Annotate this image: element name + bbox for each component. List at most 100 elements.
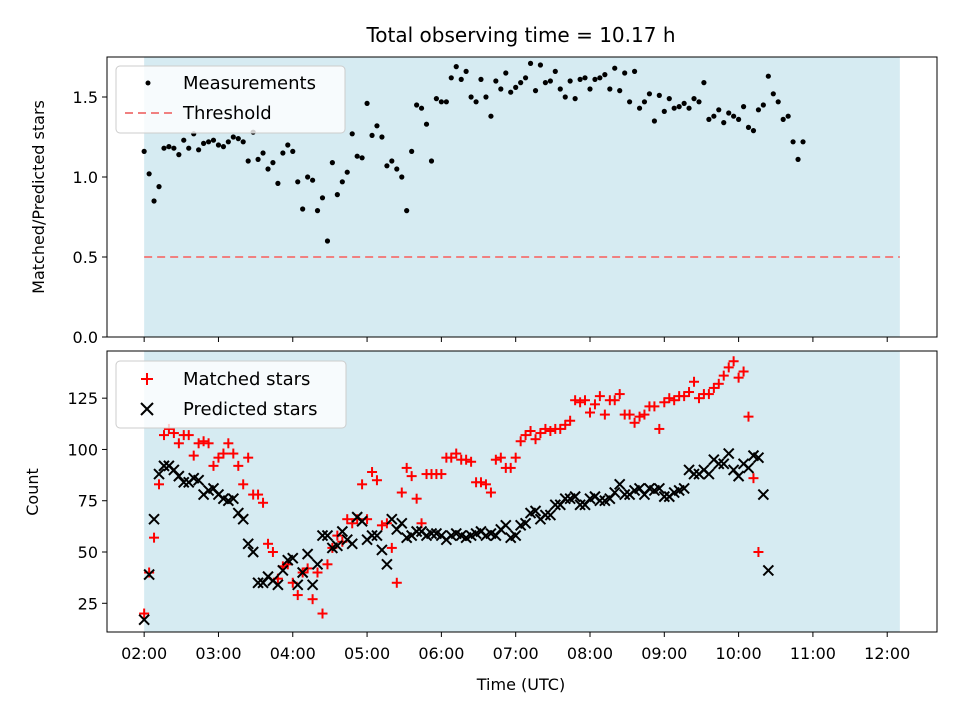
predicted-star-point xyxy=(381,558,393,571)
predicted-marker-stroke xyxy=(306,579,319,591)
matched-legend-marker xyxy=(141,373,153,385)
measurement-point xyxy=(275,180,281,186)
matched-star-point xyxy=(584,407,595,418)
measurement-point xyxy=(448,75,454,81)
matched-legend-label: Matched stars xyxy=(183,369,310,390)
matched-star-point xyxy=(733,372,744,383)
chart-title: Total observing time = 10.17 h xyxy=(365,23,675,47)
predicted-marker-stroke xyxy=(336,525,349,538)
measurement-point xyxy=(483,94,489,100)
predicted-star-point xyxy=(301,548,314,560)
matched-star-point xyxy=(654,423,665,434)
measurement-point xyxy=(453,64,459,70)
ratio-panel: 0.0 0.5 1.0 1.5 Matched/Predicted stars Mea… xyxy=(29,56,938,347)
predicted-marker-stroke xyxy=(752,451,765,464)
measurement-point xyxy=(300,206,306,212)
measurement-point xyxy=(176,152,182,158)
matched-star-point xyxy=(208,460,219,471)
matched-star-point xyxy=(495,452,506,463)
predicted-star-point xyxy=(653,482,666,495)
x-tick-label: 10:00 xyxy=(716,644,762,663)
measurement-point xyxy=(745,124,752,130)
x-tick-label: 08:00 xyxy=(567,644,613,663)
measurement-point xyxy=(220,144,227,150)
predicted-marker-stroke xyxy=(321,529,334,542)
predicted-marker-stroke xyxy=(618,488,631,501)
measurement-point xyxy=(151,198,157,204)
predicted-marker-stroke xyxy=(296,566,309,579)
measurement-point xyxy=(156,184,162,190)
matched-star-point xyxy=(515,436,526,447)
predicted-star-point xyxy=(138,613,150,626)
predicted-star-point xyxy=(321,529,334,542)
matched-star-point xyxy=(545,425,556,436)
measurement-point xyxy=(587,86,593,92)
predicted-marker-stroke xyxy=(178,476,190,488)
ratio-panel-frame xyxy=(106,56,938,338)
measurement-point xyxy=(235,136,241,142)
measurement-point xyxy=(671,105,677,111)
matched-star-point xyxy=(634,411,645,422)
predicted-marker-stroke xyxy=(366,529,378,542)
matched-star-point xyxy=(570,395,581,406)
measurement-point xyxy=(557,86,563,92)
matched-star-point xyxy=(713,378,724,389)
matched-star-point xyxy=(218,448,229,459)
y-tick-label: 50 xyxy=(78,543,98,562)
predicted-marker-stroke xyxy=(653,482,666,495)
matched-star-point xyxy=(510,452,521,463)
measurement-point xyxy=(795,156,801,162)
predicted-star-point xyxy=(148,513,160,525)
measurement-point xyxy=(438,99,444,105)
matched-star-point xyxy=(307,594,318,605)
measurement-point xyxy=(711,113,717,119)
measurement-point xyxy=(260,150,266,156)
matched-star-point xyxy=(594,391,605,402)
measurement-point xyxy=(731,113,737,119)
measurement-point xyxy=(181,137,187,143)
predicted-legend-marker xyxy=(140,402,154,416)
predicted-marker-stroke xyxy=(718,458,730,470)
predicted-marker-stroke xyxy=(287,552,299,564)
measurement-point xyxy=(414,102,420,108)
y-tick-label: 1.5 xyxy=(73,88,98,107)
measurement-point xyxy=(255,156,261,162)
predicted-marker-stroke xyxy=(371,529,383,542)
measurement-point xyxy=(572,96,578,102)
matched-star-point xyxy=(258,497,269,508)
measurement-point xyxy=(661,108,667,114)
measurement-point xyxy=(215,142,222,148)
measurement-point xyxy=(676,104,682,110)
measurement-point xyxy=(310,177,316,183)
predicted-marker-stroke xyxy=(237,513,249,525)
x-axis-label: Time (UTC) xyxy=(476,675,565,694)
predicted-marker-stroke xyxy=(658,490,671,503)
predicted-marker-stroke xyxy=(549,499,561,511)
measurement-point xyxy=(349,131,355,137)
predicted-marker-stroke xyxy=(242,538,254,550)
measurement-point xyxy=(498,86,504,92)
predicted-star-point xyxy=(549,499,561,511)
measurement-point xyxy=(463,68,469,74)
matched-star-point xyxy=(480,479,491,490)
matched-star-point xyxy=(406,471,417,482)
predicted-marker-stroke xyxy=(485,527,497,540)
measurement-point xyxy=(364,100,370,106)
predicted-marker-stroke xyxy=(747,449,760,462)
measurement-point xyxy=(750,128,757,134)
predicted-marker-stroke xyxy=(356,515,368,527)
measurement-point xyxy=(230,134,236,140)
measurement-point xyxy=(290,148,296,154)
matched-star-point xyxy=(753,547,764,558)
count-x-axis: 02:00 03:00 04:00 05:00 06:00 07:00 08:00 09:00… xyxy=(121,632,910,663)
predicted-star-point xyxy=(410,525,423,538)
matched-star-point xyxy=(154,479,165,490)
predicted-star-point xyxy=(242,538,254,550)
predicted-marker-stroke xyxy=(574,499,586,511)
predicted-star-point xyxy=(718,458,730,470)
measurement-point xyxy=(775,99,781,105)
measurement-point xyxy=(666,96,672,102)
predicted-star-point xyxy=(757,488,770,501)
measurement-point xyxy=(225,139,231,145)
ratio-legend-box xyxy=(115,65,346,134)
